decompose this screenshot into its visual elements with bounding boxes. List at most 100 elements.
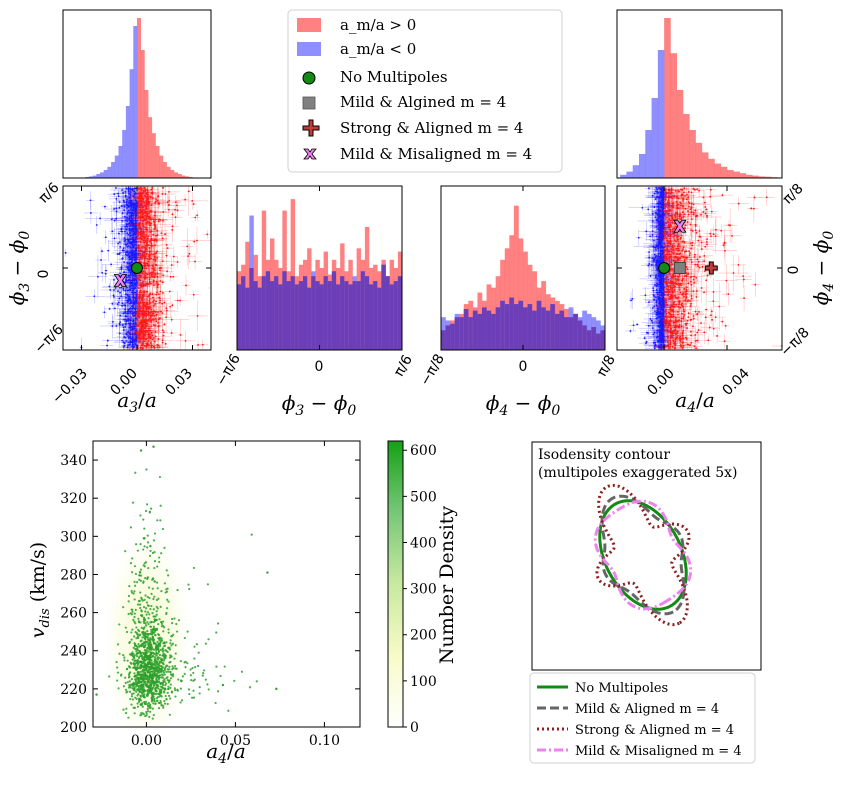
scatter-point <box>151 197 154 199</box>
scatter-point <box>141 298 144 301</box>
scatter-point <box>151 334 154 337</box>
hist-phi3-bars <box>237 199 402 350</box>
scatter-point <box>129 193 132 196</box>
scatter-point <box>159 219 162 221</box>
hist-bar <box>632 165 640 178</box>
hist-bar-overlap <box>307 287 312 350</box>
scatter-point <box>132 336 135 339</box>
scatter-point <box>105 269 107 272</box>
scatter-point <box>117 195 120 198</box>
scatter-point <box>142 316 144 319</box>
scatter-point <box>134 344 137 347</box>
hist-bar-overlap <box>237 284 242 350</box>
hist-bar-overlap <box>282 271 287 350</box>
hist-bar-overlap <box>323 276 329 350</box>
scatter-point <box>128 215 131 218</box>
scatter-point <box>139 337 142 339</box>
hist-a4-bars <box>620 18 782 178</box>
scatter-point <box>131 258 134 261</box>
hist-bar <box>695 142 703 178</box>
scatter-point <box>172 275 175 278</box>
hist-bar-overlap <box>274 276 279 350</box>
scatter-point <box>187 190 190 193</box>
scatter-point <box>170 264 173 266</box>
scatter-point <box>125 223 128 226</box>
scatter-point <box>143 333 146 336</box>
hist-bar <box>103 170 108 178</box>
scatter-point <box>129 246 132 249</box>
scatter-point <box>185 284 187 287</box>
scatter-point <box>156 199 159 202</box>
hist-bar-overlap <box>445 325 451 350</box>
scatter-point <box>118 332 121 335</box>
scatter-point <box>139 250 142 253</box>
scatter-point <box>136 331 139 334</box>
scatter-point <box>139 283 142 286</box>
scatter-point <box>145 243 148 246</box>
scatter-point <box>724 325 727 327</box>
scatter-point <box>142 212 145 215</box>
scatter-point <box>121 302 124 305</box>
scatter-point <box>144 318 147 321</box>
scatter-point <box>126 289 129 292</box>
scatter-point <box>130 300 133 303</box>
scatter-point <box>137 254 140 257</box>
scatter-point <box>127 308 130 311</box>
scatter-point <box>97 275 99 278</box>
scatter-point <box>148 276 151 279</box>
scatter-point <box>124 308 127 311</box>
scatter-point <box>171 304 174 307</box>
scatter-point <box>128 326 131 329</box>
hist-bar-overlap <box>385 276 390 350</box>
scatter-point <box>140 325 143 328</box>
hist-bar-overlap <box>298 281 304 350</box>
scatter-point <box>126 213 129 215</box>
scatter-point <box>146 276 148 279</box>
scatter-point <box>126 286 128 289</box>
hist-a3-panel <box>62 9 212 179</box>
scatter-point <box>152 318 154 321</box>
scatter-point <box>155 313 158 316</box>
scatter-point <box>131 287 133 290</box>
hist-bar-overlap <box>352 281 357 350</box>
scatter-point <box>104 205 106 208</box>
scatter-point <box>126 293 128 296</box>
scatter-point <box>142 200 145 203</box>
hist-bar-overlap <box>527 304 533 350</box>
scatter-point <box>142 321 145 324</box>
scatter-point <box>118 201 121 203</box>
scatter-point <box>188 252 191 255</box>
scatter-point <box>122 312 125 315</box>
scatter-point <box>165 316 168 319</box>
hist-bar <box>129 69 134 178</box>
hist-bar <box>733 171 740 178</box>
hist-bar-overlap <box>360 271 366 350</box>
scatter-point <box>127 189 130 192</box>
scatter-point <box>121 324 124 326</box>
hist-bar-overlap <box>311 276 316 350</box>
scatter-point <box>150 204 153 206</box>
scatter-point <box>146 220 149 223</box>
scatter-point <box>141 285 144 288</box>
scatter-point <box>125 332 128 335</box>
scatter-point <box>136 280 139 283</box>
scatter-point <box>149 282 152 285</box>
scatter-point <box>148 211 151 213</box>
scatter-point <box>122 329 125 331</box>
hist-bar <box>689 130 696 178</box>
scatter-point <box>135 298 137 300</box>
scatter-point <box>167 208 170 211</box>
scatter-point <box>126 310 129 313</box>
hist-bar-overlap <box>491 313 496 350</box>
scatter-point <box>149 342 152 344</box>
hist-bar <box>125 106 130 178</box>
hist-bar-overlap <box>459 317 465 350</box>
scatter-point <box>146 240 149 242</box>
scatter-point <box>146 303 149 306</box>
hist-bar <box>683 114 690 178</box>
scatter-point <box>100 259 102 261</box>
scatter-point <box>157 220 160 223</box>
scatter-point <box>184 198 187 201</box>
hist-bar-overlap <box>241 276 246 350</box>
scatter-point <box>141 209 144 212</box>
